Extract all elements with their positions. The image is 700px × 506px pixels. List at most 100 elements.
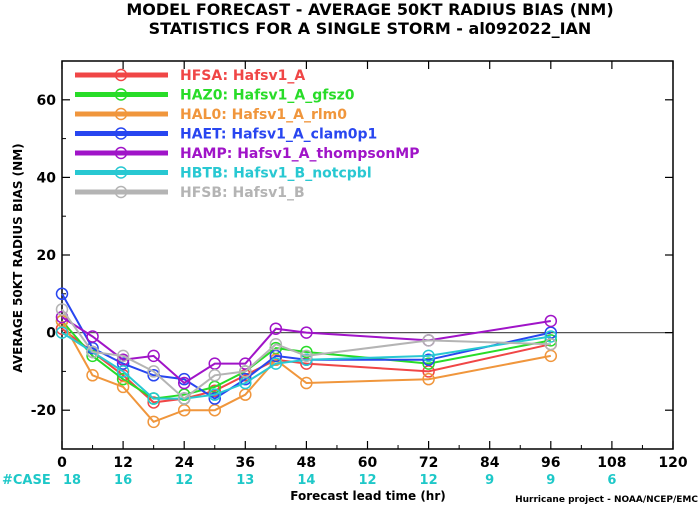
y-tick-label: 20 [37,248,57,264]
case-count: 9 [546,473,555,488]
legend-entry: HBTB: Hafsv1_B_notcpbl [180,166,372,182]
series-point [269,357,283,370]
series-point [422,372,435,386]
legend-entry: HAL0: Hafsv1_A_rlm0 [180,107,347,123]
series-line [61,320,551,423]
x-tick-label: 84 [480,455,500,471]
series-point [86,330,99,343]
series-point [177,392,191,405]
series-point [544,314,558,328]
x-tick-label: 108 [597,455,626,471]
legend-marker [114,166,128,179]
x-tick-label: 72 [419,455,438,471]
x-tick-label: 36 [236,455,255,471]
series-point [544,334,558,347]
case-count: 12 [358,473,376,488]
case-count: 12 [175,473,193,488]
series-point [422,334,435,347]
series-point [300,349,313,363]
series-point [269,337,283,351]
series-point [116,349,130,363]
series-point [300,345,313,359]
series-point [208,392,221,405]
series-point [208,384,221,398]
series-point [116,357,130,370]
series-line [61,293,552,400]
case-count: 16 [114,473,132,488]
case-counts: #CASE 18 16 12 13 14 12 12 9 9 6 [2,473,616,488]
series-point [239,365,252,378]
x-tick-label: 48 [297,455,316,471]
series-point [239,357,252,370]
x-axis-label: Forecast lead time (hr) [290,489,446,503]
series-point [86,345,99,359]
series-lines [55,287,558,429]
y-tick-label: 40 [37,170,57,186]
series-line [61,331,551,400]
series-line [61,316,551,385]
x-tick-label: 120 [658,455,687,471]
case-count: 14 [297,473,315,488]
case-count: 13 [236,473,254,488]
case-count: 12 [420,473,438,488]
series-point [147,349,160,363]
y-tick-label: 0 [46,326,56,342]
series-point [116,372,130,386]
legend-marker [114,146,128,160]
y-tick-label: 60 [37,93,57,109]
series-point [300,376,313,390]
series-point [116,380,130,394]
series-point [544,330,558,343]
legend-entry: HFSB: Hafsv1_B [180,185,305,201]
axes: 0 12 24 36 48 60 72 84 96 108 120 -20 0 20 40 60 [31,60,688,471]
legend-marker [114,68,128,82]
legend: HFSA: Hafsv1_A HAZ0: Hafsv1_A_gfsz0 HAL0: … [75,68,420,201]
series-point [300,326,313,339]
chart-subtitle: STATISTICS FOR A SINGLE STORM - al092022… [149,19,592,38]
series-point [544,337,558,351]
series-5 [55,326,558,405]
series-point [300,353,313,367]
series-point [147,396,160,409]
x-tick-label: 12 [113,455,132,471]
case-count: 9 [485,473,494,488]
series-6 [55,303,558,405]
legend-marker [114,107,128,121]
legend-entry: HAMP: Hafsv1_A_thompsonMP [180,146,420,162]
credit-text: Hurricane project - NOAA/NCEP/EMC [515,495,698,505]
series-point [422,357,435,370]
series-point [208,369,221,382]
series-line [61,327,552,404]
series-point [422,349,435,363]
x-tick-label: 96 [541,455,560,471]
case-label: #CASE [2,473,51,488]
chart-title: MODEL FORECAST - AVERAGE 50KT RADIUS BIA… [126,0,613,19]
series-line [61,320,551,400]
x-tick-label: 60 [358,455,378,471]
x-tick-label: 24 [174,455,194,471]
plot-frame [61,60,674,450]
series-point [208,388,221,401]
y-tick-label: -20 [31,403,57,419]
legend-marker [114,185,128,199]
case-count: 6 [607,473,616,488]
series-point [86,369,99,382]
series-4 [55,310,558,390]
legend-marker [114,88,128,101]
series-point [55,287,69,301]
case-count: 18 [63,473,81,488]
series-point [269,322,283,335]
series-line [61,308,551,400]
legend-marker [114,127,128,140]
series-point [116,365,130,378]
legend-entry: HFSA: Hafsv1_A [180,68,305,84]
series-point [55,303,69,316]
series-point [147,365,160,378]
x-tick-label: 0 [57,455,67,471]
series-point [55,326,69,339]
y-axis-label: AVERAGE 50KT RADIUS BIAS (NM) [11,143,25,372]
series-point [147,415,160,429]
series-point [147,392,160,405]
legend-entry: HAET: Hafsv1_A_clam0p1 [180,127,377,143]
